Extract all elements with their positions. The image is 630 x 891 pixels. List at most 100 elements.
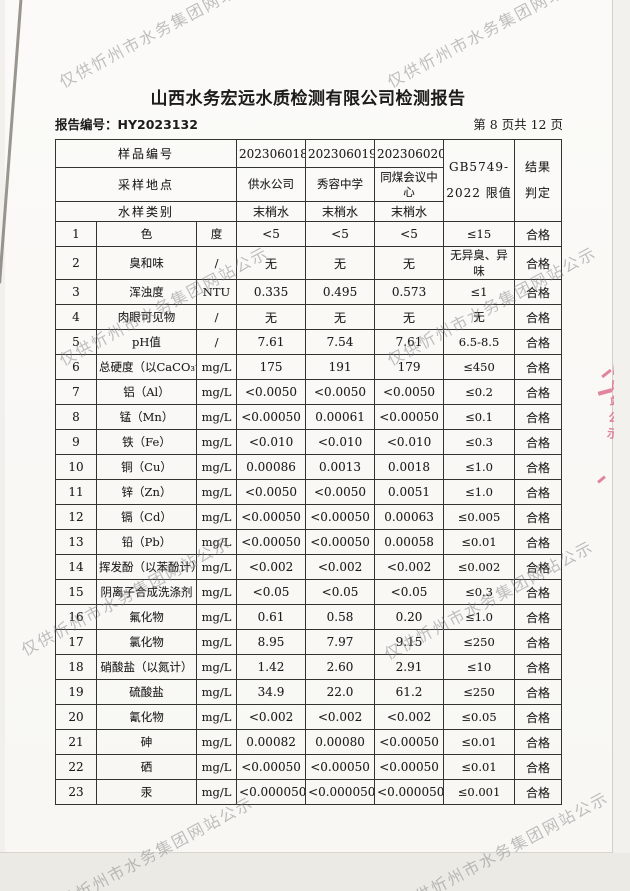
sample-type-2: 末梢水 bbox=[305, 201, 376, 222]
report-meta-row: 报告编号：HY2023132 第 8 页共 12 页 bbox=[55, 114, 563, 133]
parameter-name: 硝酸盐（以氮计） bbox=[96, 654, 197, 680]
result-verdict: 合格 bbox=[514, 654, 563, 680]
parameter-name: 镉（Cd） bbox=[96, 504, 197, 530]
table-row: 21 砷 mg/L 0.00082 0.00080 <0.00050 ≤0.01 合格 bbox=[55, 729, 563, 755]
unit: mg/L bbox=[195, 454, 238, 480]
unit: mg/L bbox=[195, 554, 238, 580]
limit-value: ≤0.3 bbox=[443, 429, 516, 455]
limit-value: ≤0.1 bbox=[443, 404, 516, 430]
row-number: 14 bbox=[55, 554, 97, 580]
limit-value: ≤0.01 bbox=[443, 754, 516, 780]
unit: mg/L bbox=[195, 679, 238, 705]
sample1-value: <0.002 bbox=[236, 554, 307, 580]
sample2-value: 7.97 bbox=[305, 629, 376, 655]
sample3-value: 0.0018 bbox=[374, 454, 445, 480]
sample3-value: <0.010 bbox=[374, 429, 445, 455]
sample-no-label: 样品编号 bbox=[54, 139, 238, 168]
parameter-name: 硫酸盐 bbox=[96, 679, 197, 705]
result-verdict: 合格 bbox=[514, 679, 563, 705]
paper-right-edge bbox=[612, 0, 613, 853]
table-row: 9 铁（Fe） mg/L <0.010 <0.010 <0.010 ≤0.3 合格 bbox=[55, 429, 563, 455]
row-number: 4 bbox=[55, 304, 97, 330]
sample2-value: <0.002 bbox=[305, 554, 376, 580]
sample3-value: <0.05 bbox=[374, 579, 445, 605]
sample3-value: 179 bbox=[374, 354, 445, 380]
table-row: 17 氯化物 mg/L 8.95 7.97 9.15 ≤250 合格 bbox=[55, 629, 563, 655]
sample3-value: 无 bbox=[374, 246, 445, 280]
sample2-value: <0.00050 bbox=[305, 529, 376, 555]
sample1-value: 175 bbox=[236, 354, 307, 380]
sample2-value: <5 bbox=[305, 221, 376, 247]
sample1-value: 8.95 bbox=[236, 629, 307, 655]
report-number: 报告编号：HY2023132 bbox=[55, 117, 198, 132]
table-row: 18 硝酸盐（以氮计） mg/L 1.42 2.60 2.91 ≤10 合格 bbox=[55, 654, 563, 680]
sample3-value: <0.000050 bbox=[374, 779, 445, 805]
sample3-value: 9.15 bbox=[374, 629, 445, 655]
limit-value: ≤0.05 bbox=[443, 704, 516, 730]
table-row: 11 锌（Zn） mg/L <0.0050 <0.0050 0.0051 ≤1.0 合格 bbox=[55, 479, 563, 505]
result-verdict: 合格 bbox=[514, 329, 563, 355]
unit: / bbox=[195, 329, 238, 355]
parameter-name: 臭和味 bbox=[96, 246, 197, 280]
results-table-body: 1 色度 <5 <5 <5 ≤15 合格 2 臭和味 / 无无无无异臭、异味 合格 3 浑浊度 NTU 0.3… bbox=[55, 221, 563, 805]
unit: mg/L bbox=[195, 354, 238, 380]
parameter-name: 铁（Fe） bbox=[96, 429, 197, 455]
sample-type-label: 水样类别 bbox=[54, 201, 238, 222]
parameter-name: 阴离子合成洗涤剂 bbox=[96, 579, 197, 605]
row-number: 7 bbox=[55, 379, 97, 405]
table-row: 14 挥发酚（以苯酚计） mg/L <0.002 <0.002 <0.002 ≤0.002 合… bbox=[55, 554, 563, 580]
sample2-value: <0.05 bbox=[305, 579, 376, 605]
parameter-name: 色 bbox=[96, 221, 197, 247]
unit: / bbox=[195, 246, 238, 280]
unit: mg/L bbox=[195, 479, 238, 505]
sample1-value: <0.00050 bbox=[236, 754, 307, 780]
sample3-value: 0.20 bbox=[374, 604, 445, 630]
row-number: 8 bbox=[55, 404, 97, 430]
sample2-value: <0.00050 bbox=[305, 504, 376, 530]
header-row-sampling-site: 采样地点 供水公司 秀容中学 同煤会议中心 bbox=[54, 167, 562, 202]
page-indicator: 第 8 页共 12 页 bbox=[473, 117, 563, 132]
result-verdict: 合格 bbox=[514, 479, 563, 505]
table-row: 20 氰化物 mg/L <0.002 <0.002 <0.002 ≤0.05 合格 bbox=[55, 704, 563, 730]
row-number: 9 bbox=[55, 429, 97, 455]
limit-value: 无异臭、异味 bbox=[443, 246, 516, 280]
sample2-value: 0.58 bbox=[305, 604, 376, 630]
sample2-value: 2.60 bbox=[305, 654, 376, 680]
sample1-value: 0.00082 bbox=[236, 729, 307, 755]
result-verdict: 合格 bbox=[514, 704, 563, 730]
unit: NTU bbox=[195, 279, 238, 305]
row-number: 10 bbox=[55, 454, 97, 480]
result-verdict: 合格 bbox=[514, 604, 563, 630]
sample2-value: <0.00050 bbox=[305, 754, 376, 780]
limit-header-line1: GB5749- bbox=[449, 160, 510, 175]
sample3-value: 2.91 bbox=[374, 654, 445, 680]
sample3-value: 0.00058 bbox=[374, 529, 445, 555]
unit: mg/L bbox=[195, 629, 238, 655]
limit-value: ≤0.2 bbox=[443, 379, 516, 405]
parameter-name: 挥发酚（以苯酚计） bbox=[96, 554, 197, 580]
row-number: 3 bbox=[55, 279, 97, 305]
result-header-line1: 结果 bbox=[525, 160, 552, 175]
sample2-value: 无 bbox=[305, 304, 376, 330]
limit-value: ≤0.002 bbox=[443, 554, 516, 580]
sample1-value: 34.9 bbox=[236, 679, 307, 705]
sample3-value: <5 bbox=[374, 221, 445, 247]
limit-value: ≤0.001 bbox=[443, 779, 516, 805]
limit-value: ≤1 bbox=[443, 279, 516, 305]
parameter-name: 铅（Pb） bbox=[96, 529, 197, 555]
sampling-site-2: 秀容中学 bbox=[305, 167, 376, 202]
row-number: 19 bbox=[55, 679, 97, 705]
row-number: 22 bbox=[55, 754, 97, 780]
row-number: 21 bbox=[55, 729, 97, 755]
unit: mg/L bbox=[195, 754, 238, 780]
row-number: 12 bbox=[55, 504, 97, 530]
sampling-site-3: 同煤会议中心 bbox=[374, 167, 445, 202]
table-row: 22 硒 mg/L <0.00050 <0.00050 <0.00050 ≤0.01 合格 bbox=[55, 754, 563, 780]
row-number: 1 bbox=[55, 221, 97, 247]
unit: mg/L bbox=[195, 779, 238, 805]
result-header-line2: 判定 bbox=[525, 185, 552, 200]
table-row: 4 肉眼可见物 / 无无无无合格 bbox=[55, 304, 563, 330]
result-verdict: 合格 bbox=[514, 279, 563, 305]
unit: mg/L bbox=[195, 729, 238, 755]
